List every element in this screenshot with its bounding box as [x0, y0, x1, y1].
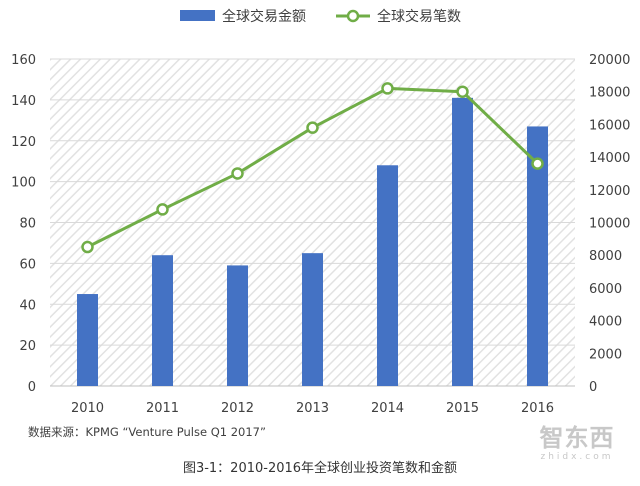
count-line-series — [81, 82, 544, 254]
watermark-sub: zhidx.com — [540, 452, 614, 462]
count-point — [531, 157, 544, 170]
x-axis-tick-label: 2016 — [521, 401, 554, 416]
right-axis-tick-label: 10000 — [589, 217, 630, 232]
left-axis-tick-label: 140 — [11, 94, 36, 109]
count-point — [306, 121, 319, 134]
count-point — [381, 82, 394, 95]
legend-amount-label: 全球交易金额 — [222, 8, 306, 25]
source-note: 数据来源：KPMG “Venture Pulse Q1 2017” — [28, 425, 266, 439]
legend-count-swatch-marker — [346, 9, 360, 23]
left-axis-tick-label: 40 — [19, 298, 36, 313]
amount-bar — [527, 126, 548, 386]
left-axis-tick-label: 0 — [28, 380, 36, 395]
right-axis-tick-label: 2000 — [589, 347, 622, 362]
x-axis-tick-label: 2012 — [221, 401, 254, 416]
amount-bar — [452, 97, 473, 387]
watermark-main: 智东西 — [539, 424, 615, 452]
left-axis-tick-label: 60 — [19, 257, 36, 272]
amount-bar — [302, 253, 323, 386]
x-axis-tick-label: 2015 — [446, 401, 479, 416]
legend: 全球交易金额 全球交易笔数 — [180, 8, 461, 25]
amount-bars — [77, 97, 548, 387]
x-axis-tick-label: 2010 — [71, 401, 104, 416]
amount-bar — [227, 265, 248, 386]
left-axis-tick-label: 120 — [11, 135, 36, 150]
amount-bar — [77, 294, 98, 386]
amount-bar — [377, 165, 398, 386]
right-axis-tick-label: 14000 — [589, 151, 630, 166]
x-axis: 2010 2011 2012 2013 2014 2015 2016 — [50, 385, 575, 416]
left-axis-tick-label: 100 — [11, 176, 36, 191]
legend-count-label: 全球交易笔数 — [377, 8, 461, 25]
count-point — [156, 203, 169, 216]
watermark-logo: 智东西 zhidx.com — [522, 426, 632, 462]
left-axis-tick-label: 20 — [19, 339, 36, 354]
right-axis-tick-label: 12000 — [589, 184, 630, 199]
left-axis-tick-label: 160 — [11, 53, 36, 68]
x-axis-tick-label: 2011 — [146, 401, 179, 416]
right-axis-tick-label: 20000 — [589, 53, 630, 68]
x-axis-tick-label: 2013 — [296, 401, 329, 416]
right-axis-tick-label: 6000 — [589, 282, 622, 297]
right-axis-tick-label: 8000 — [589, 249, 622, 264]
count-point — [231, 167, 244, 180]
left-axis-tick-label: 80 — [19, 217, 36, 232]
amount-bar — [152, 255, 173, 386]
right-axis: 0 2000 4000 6000 8000 10000 12000 14000 16000 180… — [589, 53, 630, 395]
x-axis-tick-label: 2014 — [371, 401, 404, 416]
count-point — [456, 85, 469, 98]
right-axis-tick-label: 4000 — [589, 315, 622, 330]
count-point — [81, 240, 94, 254]
chart-title: 图3-1：2010-2016年全球创业投资笔数和金额 — [182, 461, 458, 476]
right-axis-tick-label: 0 — [589, 380, 597, 395]
right-axis-tick-label: 16000 — [589, 118, 630, 133]
legend-amount-swatch — [180, 10, 215, 21]
right-axis-tick-label: 18000 — [589, 86, 630, 101]
left-axis: 0 20 40 60 80 100 120 140 160 — [11, 53, 36, 395]
